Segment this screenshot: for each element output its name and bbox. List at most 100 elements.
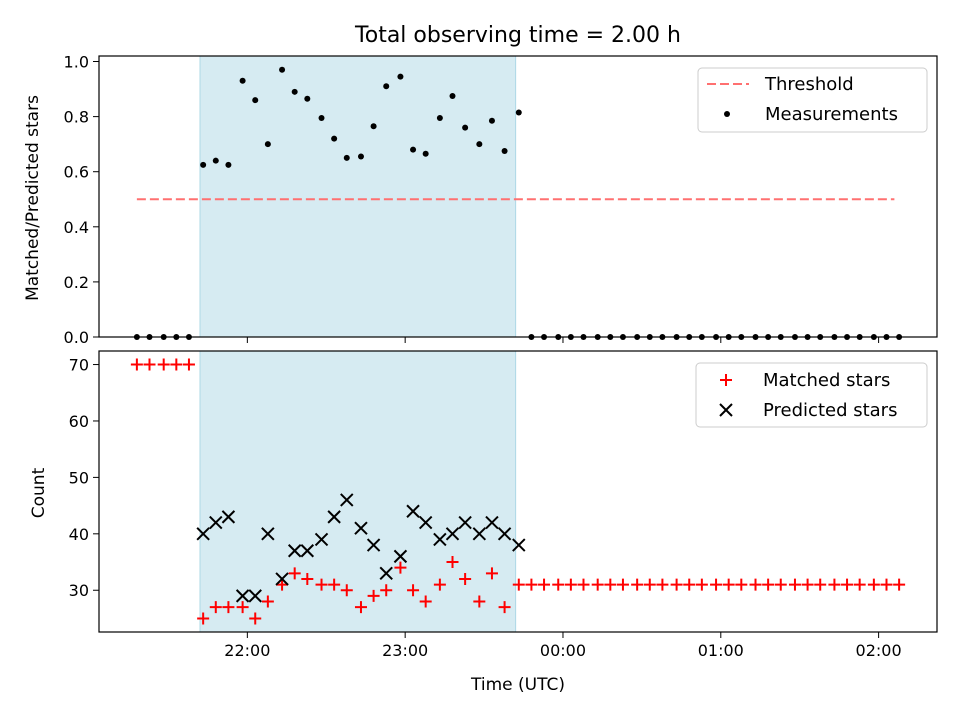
matched-star-marker [367, 589, 380, 602]
legend-predicted-label: Predicted stars [763, 400, 897, 421]
y-axis-label-ratio: Matched/Predicted stars [23, 95, 43, 301]
y-tick-label: 0.0 [64, 328, 89, 347]
predicted-star-marker [485, 515, 499, 530]
x-axis-label: Time (UTC) [470, 675, 565, 695]
matched-star-marker [182, 358, 195, 371]
measurement-point [476, 141, 483, 148]
matched-star-marker [197, 612, 210, 625]
x-tick-label: 01:00 [698, 641, 744, 660]
matched-star-marker [762, 578, 775, 591]
matched-star-marker [564, 578, 577, 591]
matched-star-marker [222, 601, 235, 614]
matched-star-marker [656, 578, 669, 591]
chart-title: Total observing time = 2.00 h [354, 23, 681, 48]
matched-star-marker [867, 578, 880, 591]
top-panel: 0.0 0.2 0.4 0.6 0.8 1.0 Threshold Measurements [64, 53, 938, 347]
observing-window-band [199, 350, 517, 633]
predicted-star-marker [418, 515, 433, 530]
plot-frame [98, 350, 938, 633]
measurement-point [410, 146, 417, 153]
measurement-point [212, 157, 219, 164]
y-tick-label: 0.2 [64, 273, 89, 292]
y-tick-label: 40 [69, 525, 89, 544]
predicted-star-marker [406, 504, 420, 518]
legend-predicted-swatch [719, 403, 733, 417]
legend-matched-swatch [720, 374, 732, 386]
legend-measurements-label: Measurements [765, 104, 898, 125]
matched-star-marker [788, 578, 801, 591]
matched-star-marker [143, 358, 156, 371]
measurement-point [488, 117, 495, 124]
matched-star-marker [828, 578, 841, 591]
y-tick-label: 50 [69, 468, 89, 487]
matched-star-marker [880, 578, 893, 591]
predicted-star-marker [209, 515, 223, 530]
predicted-star-marker [327, 510, 341, 524]
matched-star-marker [512, 578, 525, 591]
bottom-panel: 22:00 23:00 00:00 01:00 02:00 30 40 50 60 70 Match… [69, 350, 938, 660]
predicted-star-marker [497, 527, 512, 541]
x-tick-label: 22:00 [224, 641, 270, 660]
y-axis-label-count: Count [29, 467, 49, 518]
predicted-star-marker [379, 566, 393, 581]
predicted-star-marker [275, 572, 289, 586]
matched-star-marker [130, 358, 143, 371]
matched-star-marker [814, 578, 827, 591]
x-tick-label: 23:00 [382, 641, 428, 660]
x-tick-label: 02:00 [856, 641, 902, 660]
matched-star-marker [643, 578, 656, 591]
matched-star-marker [170, 358, 183, 371]
measurement-point [501, 148, 508, 155]
matched-star-marker [774, 578, 787, 591]
matched-star-marker [328, 578, 341, 591]
y-tick-label: 0.6 [64, 163, 89, 182]
measurement-point [515, 109, 522, 116]
matched-star-marker [801, 578, 814, 591]
y-tick-label: 0.8 [64, 108, 89, 127]
predicted-star-marker [340, 493, 354, 507]
measurement-point [383, 83, 390, 90]
matched-star-marker [631, 578, 644, 591]
predicted-star-marker [393, 549, 408, 564]
predicted-star-marker [433, 532, 447, 547]
predicted-star-marker [366, 538, 381, 552]
measurement-point [200, 161, 207, 168]
measurement-point [370, 123, 377, 130]
predicted-star-marker [445, 527, 460, 541]
predicted-star-marker [300, 544, 315, 558]
measurement-point [449, 92, 456, 99]
matched-star-marker [315, 578, 328, 591]
matched-star-marker [670, 578, 683, 591]
matched-star-marker [276, 578, 289, 591]
matched-star-marker [735, 578, 748, 591]
measurement-point [252, 97, 259, 104]
legend-box [697, 67, 928, 133]
y-tick-label: 0.4 [64, 218, 89, 237]
y-tick-label: 60 [69, 412, 89, 431]
matched-star-marker [157, 358, 170, 371]
matched-star-marker [853, 578, 866, 591]
measurement-point [318, 114, 325, 121]
matched-star-marker [498, 601, 511, 614]
measurement-point [264, 141, 271, 148]
measurement-point [239, 77, 246, 84]
legend-threshold-label: Threshold [764, 74, 854, 95]
predicted-star-marker [261, 527, 275, 541]
legend-box [695, 362, 928, 428]
matched-star-marker [695, 578, 708, 591]
matched-star-marker [433, 578, 446, 591]
y-tick-label: 1.0 [64, 53, 89, 72]
predicted-star-marker [354, 521, 368, 535]
matched-star-marker [459, 572, 472, 585]
y-tick-label: 70 [69, 356, 89, 375]
matched-star-marker [893, 578, 906, 591]
matched-star-marker [236, 601, 249, 614]
predicted-star-marker [248, 589, 262, 603]
observing-window-band [199, 55, 517, 338]
matched-star-marker [525, 578, 538, 591]
y-tick-label: 30 [69, 581, 89, 600]
matched-star-marker [683, 578, 696, 591]
matched-star-marker [485, 567, 498, 580]
matched-star-marker [841, 578, 854, 591]
